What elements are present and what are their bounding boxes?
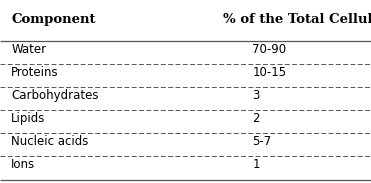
Text: 3: 3 — [252, 89, 260, 102]
Text: 70-90: 70-90 — [252, 43, 286, 56]
Text: Carbohydrates: Carbohydrates — [11, 89, 99, 102]
Text: Nucleic acids: Nucleic acids — [11, 135, 89, 148]
Text: Proteins: Proteins — [11, 66, 59, 79]
Text: 1: 1 — [252, 158, 260, 171]
Text: Water: Water — [11, 43, 46, 56]
Text: 5-7: 5-7 — [252, 135, 272, 148]
Text: Lipids: Lipids — [11, 112, 46, 125]
Text: 2: 2 — [252, 112, 260, 125]
Text: Ions: Ions — [11, 158, 35, 171]
Text: 10-15: 10-15 — [252, 66, 286, 79]
Text: % of the Total Cellular Mass: % of the Total Cellular Mass — [223, 13, 371, 26]
Text: Component: Component — [11, 13, 96, 26]
